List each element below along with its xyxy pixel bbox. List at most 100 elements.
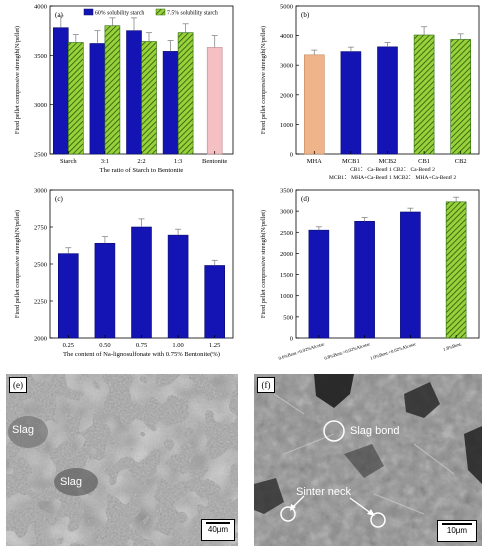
sinter-neck-circle-1 bbox=[280, 506, 296, 522]
y-tick-label: 4000 bbox=[34, 4, 47, 11]
bar-31-s0 bbox=[89, 43, 106, 155]
bar-31-s1 bbox=[104, 25, 121, 155]
scale-bar-e: 40μm bbox=[201, 519, 235, 541]
x-tick-label: Bentonite bbox=[202, 158, 227, 165]
legend-annotation: MCB1： MHA+Ca-BentⅠ 1 MCB2： MHA+Ca-BentⅠ … bbox=[329, 175, 456, 181]
slag-bond-circle bbox=[323, 420, 345, 442]
y-tick-label: 2250 bbox=[34, 299, 47, 306]
x-tick-label: 0.75 bbox=[136, 342, 147, 349]
bar-0 bbox=[308, 229, 330, 339]
chart-panel-4: 0 500 1000 1500 2000 2500 3000 3500 Fired pellet… bbox=[260, 188, 480, 361]
bar-3 bbox=[445, 201, 467, 339]
charts-figure: 2500 3000 3500 4000 Fired pellet compressive… bbox=[14, 4, 480, 361]
bar-Starch-s1 bbox=[68, 42, 84, 155]
scale-bar-e-label: 40μm bbox=[207, 525, 229, 534]
panel-label-e: (e) bbox=[9, 377, 27, 393]
x-tick-label: 0.50 bbox=[99, 342, 110, 349]
panel-label: (c) bbox=[55, 195, 63, 203]
y-tick-label: 2750 bbox=[34, 225, 47, 232]
chart-panel-2: 0 1000 2000 3000 4000 5000 Fired pellet compre… bbox=[260, 4, 480, 181]
x-tick-label: 0.8%Bent.+0.02%Alcotac bbox=[324, 341, 371, 361]
y-tick-label: 3000 bbox=[34, 188, 47, 195]
x-tick-label: 1.00 bbox=[172, 342, 183, 349]
sem-label-sinter-neck: Sinter neck bbox=[296, 486, 352, 498]
sem-texture-f bbox=[254, 374, 482, 546]
sem-texture-e bbox=[6, 374, 238, 546]
x-axis-label: The content of Na-lignosulfonate with 0.… bbox=[63, 351, 220, 358]
scale-bar-f-label: 10μm bbox=[446, 526, 468, 535]
x-tick-label: MCB2 bbox=[379, 158, 397, 165]
sinter-neck-arrow-2 bbox=[349, 497, 373, 515]
legend-swatch bbox=[83, 8, 94, 16]
y-tick-label: 2000 bbox=[280, 251, 293, 258]
bar-2 bbox=[377, 46, 398, 155]
y-tick-label: 3000 bbox=[280, 63, 293, 70]
scale-bar-f: 10μm bbox=[437, 520, 477, 542]
y-tick-label: 1500 bbox=[280, 272, 293, 279]
bar-2 bbox=[131, 226, 152, 339]
x-tick-label: 1:3 bbox=[174, 158, 182, 165]
bar-13-s1 bbox=[177, 32, 194, 155]
y-axis-label: Fired pellet compressive strength(N/pell… bbox=[14, 210, 21, 318]
y-tick-label: 1000 bbox=[280, 293, 293, 300]
y-axis-label: Fired pellet compressive strength(N/pell… bbox=[14, 26, 21, 134]
sinter-neck-arrowhead-1 bbox=[290, 504, 296, 511]
y-tick-label: 2000 bbox=[280, 92, 293, 99]
y-tick-label: 2500 bbox=[34, 262, 47, 269]
sem-label-slag-bond: Slag bond bbox=[350, 425, 400, 437]
bar-3 bbox=[167, 234, 189, 339]
y-tick-label: 5000 bbox=[280, 4, 293, 11]
bar-4 bbox=[204, 265, 225, 339]
bar-1 bbox=[340, 51, 362, 155]
bar-0 bbox=[57, 253, 79, 339]
legend-label: 60% solubility starch bbox=[95, 11, 144, 17]
y-tick-label: 0 bbox=[290, 336, 293, 343]
x-tick-label: CB2 bbox=[455, 158, 467, 165]
x-tick-label: MHA bbox=[307, 158, 322, 165]
sinter-neck-arrowhead-2 bbox=[367, 509, 375, 516]
sem-micrograph-f: (f) Slag bond Sinter neck 10μm bbox=[254, 374, 482, 546]
panel-label: (b) bbox=[301, 11, 310, 19]
y-tick-label: 2500 bbox=[280, 230, 293, 237]
legend-swatch bbox=[155, 8, 166, 16]
x-tick-label: 3:1 bbox=[101, 158, 109, 165]
y-tick-label: 500 bbox=[283, 314, 293, 321]
bar-13-s0 bbox=[162, 51, 179, 155]
bar-Starch-s0 bbox=[52, 27, 69, 155]
y-tick-label: 2000 bbox=[34, 336, 47, 343]
y-tick-label: 4000 bbox=[280, 33, 293, 40]
y-axis-label: Fired pellet compressive strength(N/pell… bbox=[260, 26, 267, 134]
y-tick-label: 1000 bbox=[280, 122, 293, 129]
y-tick-label: 0 bbox=[290, 152, 293, 159]
y-tick-label: 3500 bbox=[34, 53, 47, 60]
y-tick-label: 3000 bbox=[280, 209, 293, 216]
bar-22-s0 bbox=[126, 30, 142, 155]
x-tick-label: Starch bbox=[60, 158, 77, 165]
panel-label: (a) bbox=[55, 11, 63, 19]
x-tick-label: 0.25 bbox=[63, 342, 74, 349]
x-tick-label: 2:2 bbox=[137, 158, 145, 165]
x-tick-label: 0.6%Bent.+0.02%Alcotac bbox=[278, 341, 325, 361]
x-tick-label: MCB1 bbox=[342, 158, 360, 165]
y-tick-label: 3500 bbox=[280, 188, 293, 195]
legend-label: 7.5% solubility starch bbox=[167, 11, 218, 17]
x-tick-label: CB1 bbox=[418, 158, 430, 165]
bar-0 bbox=[303, 54, 325, 155]
sem-micrograph-e: (e) Slag Slag 40μm bbox=[6, 374, 238, 546]
x-axis-label: The ratio of Starch to Bentonite bbox=[100, 167, 184, 174]
chart-panel-1: 2500 3000 3500 4000 Fired pellet compressive… bbox=[14, 4, 234, 174]
sinter-neck-circle-2 bbox=[370, 512, 386, 528]
legend-annotation: CB1： Ca-BentⅠ 1 CB2： Ca-BentⅠ 2 bbox=[350, 167, 435, 173]
sem-label-slag-2: Slag bbox=[60, 476, 83, 488]
x-tick-label: 1.25 bbox=[209, 342, 220, 349]
x-tick-label: 1.0%Bent.+0.02%Alcotac bbox=[369, 341, 416, 361]
bar-4 bbox=[450, 39, 472, 155]
bar-22-s1 bbox=[141, 41, 157, 155]
bar-3 bbox=[413, 34, 435, 155]
y-axis-label: Fired pellet compressive strength(N/pell… bbox=[260, 210, 267, 318]
plot-frame bbox=[295, 189, 480, 339]
panel-label: (d) bbox=[301, 195, 310, 203]
bar-1 bbox=[354, 220, 375, 339]
y-tick-label: 2500 bbox=[34, 152, 47, 159]
sem-annotations-f bbox=[280, 420, 386, 528]
